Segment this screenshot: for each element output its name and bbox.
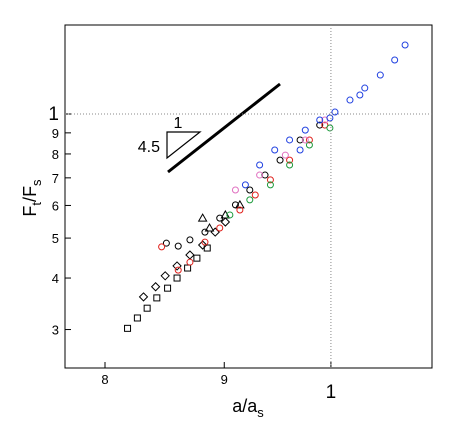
data-point	[266, 181, 274, 189]
data-point	[346, 96, 354, 104]
data-point	[186, 258, 194, 266]
data-point	[124, 324, 132, 332]
data-point	[286, 156, 294, 164]
data-point	[246, 186, 254, 194]
data-point	[231, 186, 239, 194]
data-point	[204, 222, 215, 232]
data-point	[133, 314, 141, 322]
data-point	[301, 136, 309, 144]
data-point	[286, 161, 294, 169]
data-point	[316, 121, 324, 129]
y-tick-label: 1	[48, 104, 59, 125]
data-point	[197, 240, 208, 250]
data-point	[281, 151, 289, 159]
data-point	[271, 146, 279, 154]
data-point	[184, 264, 192, 272]
data-point	[376, 71, 384, 79]
data-point	[174, 242, 182, 250]
y-tick-label: 5	[52, 231, 59, 246]
x-axis-label: a/as	[232, 396, 264, 420]
data-point	[174, 266, 182, 274]
data-point	[321, 121, 329, 129]
data-point	[296, 146, 304, 154]
data-point	[220, 217, 231, 227]
data-point	[158, 243, 166, 251]
data-point	[246, 196, 254, 204]
y-axis-label: Ft/Fs	[20, 179, 44, 217]
data-point	[241, 181, 249, 189]
y-tick-label: 6	[52, 198, 59, 213]
y-tick-label: 7	[52, 171, 59, 186]
data-point	[326, 114, 334, 122]
data-point	[401, 41, 409, 49]
plot-area	[124, 41, 409, 332]
data-point	[162, 239, 170, 247]
data-point	[193, 254, 201, 262]
data-point	[138, 292, 149, 302]
x-tick-label: 9	[221, 372, 228, 387]
data-point	[143, 304, 151, 312]
y-tick-label: 9	[52, 126, 59, 141]
data-point	[356, 91, 364, 99]
data-point	[361, 84, 369, 92]
data-point	[256, 171, 264, 179]
data-point	[251, 191, 259, 199]
data-point	[173, 274, 181, 282]
data-point	[261, 171, 269, 179]
data-point	[391, 56, 399, 64]
data-point	[197, 213, 208, 222]
data-point	[296, 136, 304, 144]
y-tick-label: 3	[52, 323, 59, 338]
data-point	[266, 176, 274, 184]
x-tick-label: 1	[326, 382, 337, 403]
y-tick-label: 8	[52, 147, 59, 162]
data-point	[185, 250, 195, 260]
data-point	[301, 126, 309, 134]
slope-line	[167, 82, 281, 174]
data-point	[153, 294, 161, 302]
data-point	[331, 108, 339, 116]
data-point	[172, 261, 182, 271]
slope-label: 1	[174, 115, 183, 132]
data-point	[201, 238, 209, 246]
data-point	[186, 236, 194, 244]
data-point	[164, 284, 172, 292]
data-point	[276, 156, 284, 164]
data-point	[305, 141, 313, 149]
data-point	[236, 206, 244, 214]
slope-triangle	[166, 131, 202, 160]
data-point	[286, 136, 294, 144]
data-point	[235, 199, 245, 209]
slope-label: 4.5	[138, 139, 160, 156]
plot-frame	[64, 24, 433, 369]
data-point	[326, 124, 334, 132]
y-tick-label: 4	[52, 271, 59, 286]
data-point	[150, 282, 161, 292]
data-point	[226, 211, 234, 219]
data-point	[316, 116, 324, 124]
data-point	[256, 161, 264, 169]
data-point	[160, 271, 170, 281]
data-point	[201, 228, 209, 236]
data-point	[216, 224, 224, 232]
x-tick-label: 8	[101, 372, 108, 387]
data-point	[305, 136, 313, 144]
